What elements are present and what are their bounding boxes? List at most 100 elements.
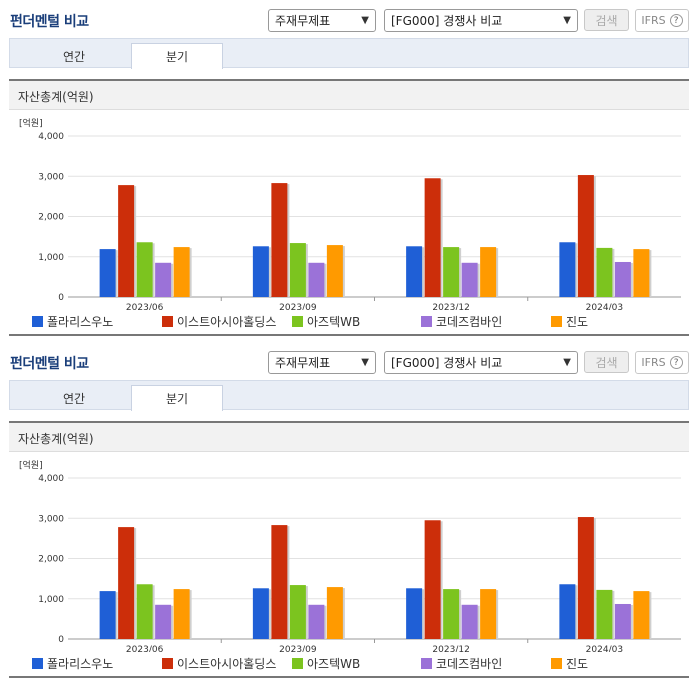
chevron-down-icon: ▼ [361,15,369,26]
help-icon: ? [669,14,683,27]
section-title: 자산총계(억원) [18,432,94,446]
x-tick-label: 2024/03 [586,645,623,652]
legend-item[interactable]: 폴라리스우노 [32,655,113,672]
y-tick-label: 0 [58,635,64,645]
ifrs-label: IFRS [641,356,666,369]
tab-quarterly[interactable]: 분기 [131,43,223,69]
bar [326,245,343,297]
bar [614,603,631,639]
bar [633,591,650,639]
legend-label: 진도 [566,657,589,671]
legend-label: 아즈텍WB [307,657,361,671]
legend-item[interactable]: 코데즈컴바인 [421,655,502,672]
compare-group-value: [FG000] 경쟁사 비교 [391,14,503,28]
tab-quarterly[interactable]: 분기 [131,385,223,411]
bar [480,247,497,297]
bar [461,262,478,297]
legend-label: 폴라리스우노 [47,315,114,329]
bar [614,261,631,297]
legend-item[interactable]: 이스트아시아홀딩스 [162,313,276,330]
compare-group-select[interactable]: [FG000] 경쟁사 비교 ▼ [384,351,578,374]
bar [424,520,441,639]
statement-type-value: 주재무제표 [275,14,331,28]
bar [252,246,269,297]
search-button[interactable]: 검색 [584,351,629,373]
chevron-down-icon: ▼ [563,15,571,26]
y-tick-label: 2,000 [38,555,64,565]
search-button[interactable]: 검색 [584,9,629,31]
legend-swatch [292,658,303,669]
compare-group-select[interactable]: [FG000] 경쟁사 비교 ▼ [384,9,578,32]
chart-canvas: [억원] 0 1,000 2,000 3,000 4,000 2023/06 2023/09 2… [19,117,681,310]
bar [252,588,269,639]
ifrs-help-button[interactable]: IFRS ? [635,351,689,374]
y-tick-label: 3,000 [38,172,64,182]
legend-item[interactable]: 코데즈컴바인 [421,313,502,330]
x-tick-label: 2024/03 [586,303,623,310]
legend-item[interactable]: 진도 [551,313,588,330]
legend-swatch [551,316,562,327]
legend-label: 코데즈컴바인 [436,657,503,671]
bar [596,247,613,297]
fundamental-compare-panel: 펀더멘털 비교 주재무제표 ▼ [FG000] 경쟁사 비교 ▼ 검색 IFRS… [0,342,696,684]
bar [289,585,306,639]
bar [443,589,460,639]
chart-canvas: [억원] 0 1,000 2,000 3,000 4,000 2023/06 2023/09 2… [19,459,681,652]
chevron-down-icon: ▼ [361,357,369,368]
ifrs-help-button[interactable]: IFRS ? [635,9,689,32]
x-tick-label: 2023/06 [126,303,164,310]
bar [461,604,478,639]
bar [443,247,460,297]
bar [596,589,613,639]
ifrs-label: IFRS [641,14,666,27]
y-tick-label: 3,000 [38,514,64,524]
tab-annual[interactable]: 연간 [62,391,86,406]
x-tick-label: 2023/06 [126,645,164,652]
legend-label: 이스트아시아홀딩스 [177,657,277,671]
bar [271,525,288,639]
legend-item[interactable]: 폴라리스우노 [32,313,113,330]
legend-swatch [32,316,43,327]
bar [406,246,423,297]
panel-divider [9,676,689,678]
legend-item[interactable]: 이스트아시아홀딩스 [162,655,276,672]
legend-label: 이스트아시아홀딩스 [177,315,277,329]
legend-item[interactable]: 아즈텍WB [292,655,360,672]
panel-divider [9,334,689,336]
y-unit-label: [억원] [19,117,43,129]
bar [577,175,594,297]
bar [308,262,325,297]
statement-type-value: 주재무제표 [275,356,331,370]
bar [424,178,441,297]
legend-swatch [292,316,303,327]
statement-type-select[interactable]: 주재무제표 ▼ [268,9,376,32]
period-tab-bar: 연간 분기 [9,38,689,69]
bar [308,604,325,639]
bar [155,604,172,639]
y-tick-label: 4,000 [38,132,64,142]
bar [118,185,135,297]
bar [480,589,497,639]
bar [633,249,650,297]
bar [577,517,594,639]
bar [136,242,153,297]
legend-item[interactable]: 아즈텍WB [292,313,360,330]
statement-type-select[interactable]: 주재무제표 ▼ [268,351,376,374]
total-assets-chart: [억원] 0 1,000 2,000 3,000 4,000 2023/06 2023/09 2… [9,452,689,676]
legend-swatch [421,316,432,327]
bar [289,243,306,297]
tab-annual[interactable]: 연간 [62,49,86,64]
legend-item[interactable]: 진도 [551,655,588,672]
legend-label: 아즈텍WB [307,315,361,329]
legend-label: 진도 [566,315,589,329]
y-tick-label: 0 [58,293,64,303]
y-tick-label: 4,000 [38,474,64,484]
legend-label: 코데즈컴바인 [436,315,503,329]
bar [326,587,343,639]
panel-title: 펀더멘털 비교 [10,14,89,30]
bar [155,262,172,297]
section-header: 자산총계(억원) [9,79,689,110]
x-tick-label: 2023/09 [279,645,317,652]
bar [559,242,576,297]
x-tick-label: 2023/12 [432,645,469,652]
